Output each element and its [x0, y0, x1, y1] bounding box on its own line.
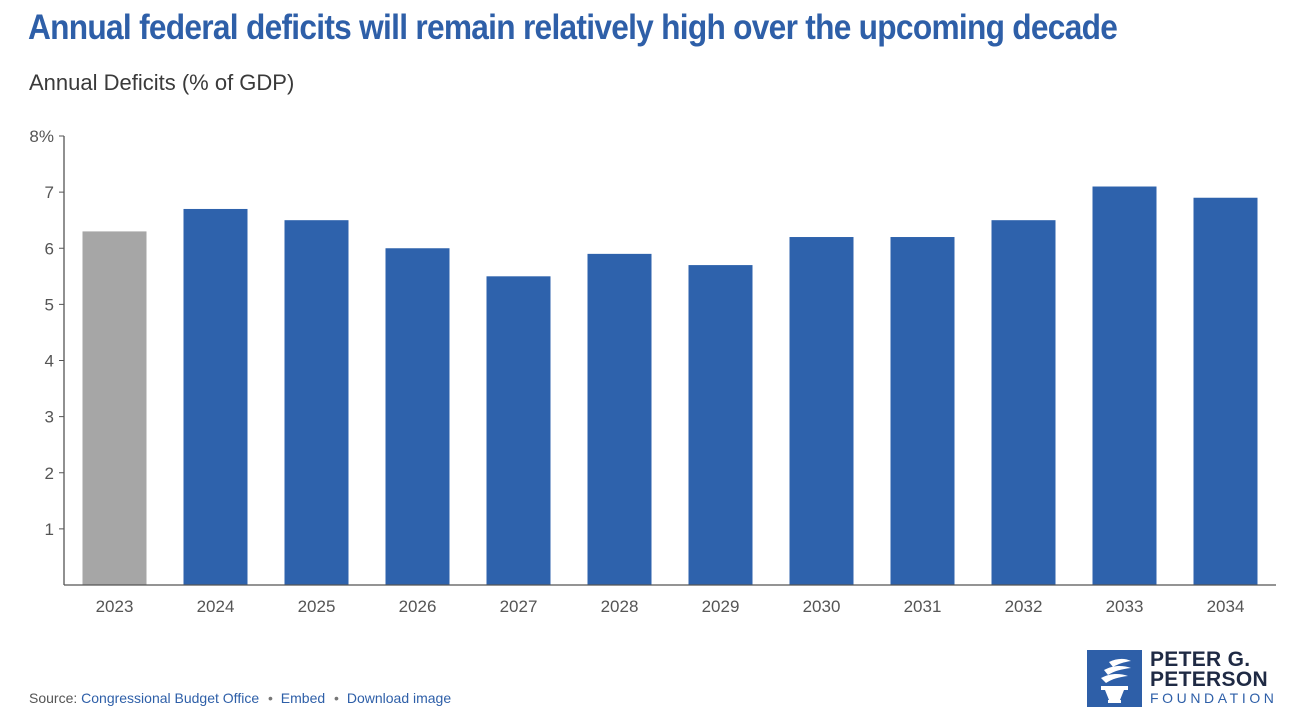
y-tick-label: 5 [45, 295, 54, 314]
bar-2033[interactable] [1092, 186, 1157, 585]
y-tick-label: 6 [45, 239, 54, 258]
bar-2024[interactable] [183, 208, 248, 585]
bar-2029[interactable] [688, 265, 753, 585]
x-tick-label: 2024 [197, 597, 235, 616]
y-tick-label: 3 [45, 408, 54, 427]
logo-line-1: PETER G. [1150, 648, 1251, 671]
y-tick-label: 4 [45, 352, 54, 371]
x-tick-label: 2027 [500, 597, 538, 616]
footer: Source: Congressional Budget Office • Em… [29, 690, 451, 706]
embed-link[interactable]: Embed [280, 690, 326, 706]
separator-dot: • [268, 690, 273, 706]
bar-2027[interactable] [486, 276, 551, 585]
separator-dot: • [334, 690, 339, 706]
y-tick-label: 7 [45, 183, 54, 202]
bar-2031[interactable] [890, 237, 955, 585]
source-label: Source: [29, 690, 82, 706]
bar-2032[interactable] [991, 220, 1056, 585]
y-tick-label: 8% [29, 127, 54, 146]
chart-title: Annual federal deficits will remain rela… [28, 8, 1118, 47]
logo-line-2: PETERSON [1150, 668, 1268, 691]
bars [82, 186, 1258, 586]
y-tick-label: 1 [45, 520, 54, 539]
logo-line-3: FOUNDATION [1150, 690, 1278, 706]
y-tick-label: 2 [45, 464, 54, 483]
x-tick-label: 2030 [803, 597, 841, 616]
source-link[interactable]: Congressional Budget Office [81, 690, 260, 706]
bar-2034[interactable] [1193, 197, 1258, 586]
x-tick-label: 2025 [298, 597, 336, 616]
y-axis: 1 2 3 4 5 6 7 8% [29, 127, 65, 585]
x-tick-label: 2034 [1207, 597, 1245, 616]
x-tick-label: 2029 [702, 597, 740, 616]
logo-text: PETER G. PETERSON FOUNDATION [1150, 648, 1278, 707]
bar-2030[interactable] [789, 237, 854, 585]
x-tick-label: 2026 [399, 597, 437, 616]
x-tick-label: 2023 [96, 597, 134, 616]
torch-icon [1087, 650, 1142, 707]
x-tick-label: 2032 [1005, 597, 1043, 616]
peterson-foundation-logo[interactable]: PETER G. PETERSON FOUNDATION [1087, 648, 1282, 708]
x-tick-label: 2028 [601, 597, 639, 616]
download-image-link[interactable]: Download image [346, 690, 452, 706]
chart-subtitle: Annual Deficits (% of GDP) [29, 70, 295, 95]
bar-2026[interactable] [385, 248, 450, 585]
bar-2028[interactable] [587, 253, 652, 586]
x-tick-label: 2031 [904, 597, 942, 616]
x-axis: 2023 2024 2025 2026 2027 2028 2029 2030 2031 2032… [64, 584, 1276, 616]
bar-2023[interactable] [82, 231, 147, 585]
bar-2025[interactable] [284, 220, 349, 585]
x-tick-label: 2033 [1106, 597, 1144, 616]
